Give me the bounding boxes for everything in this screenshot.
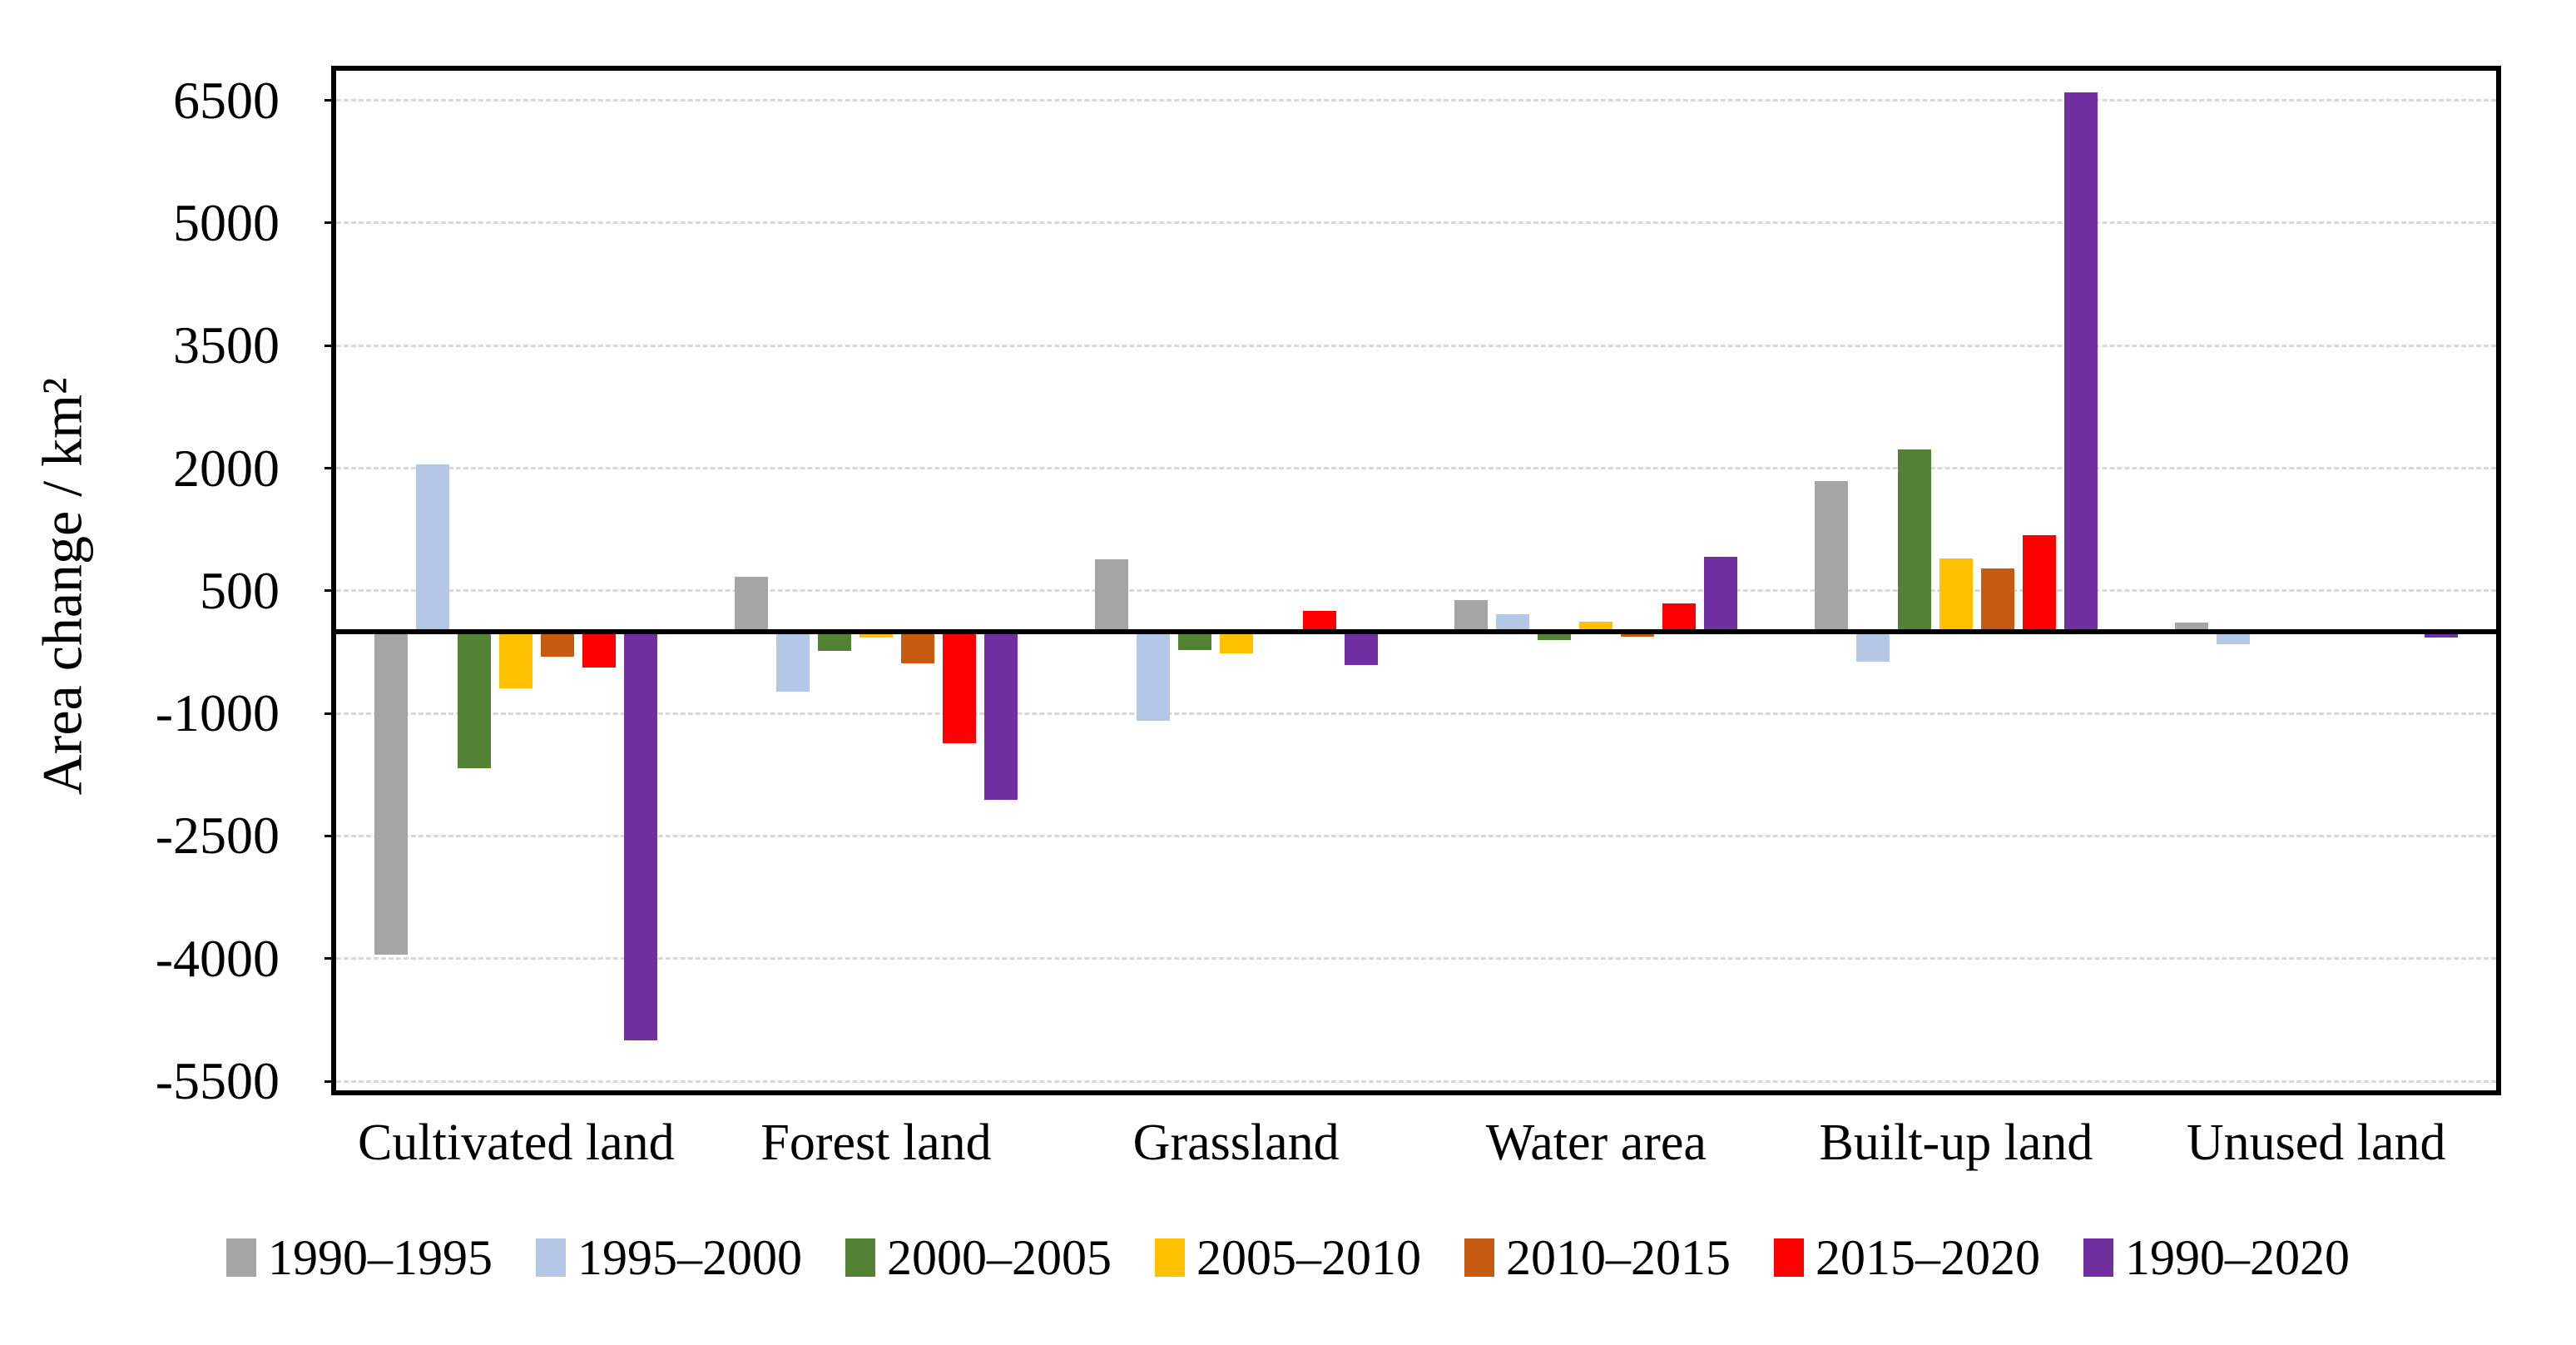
- bar: [818, 631, 851, 651]
- category-label: Unused land: [2186, 1114, 2446, 1171]
- bar: [1981, 568, 2014, 632]
- y-tick-label: 6500: [173, 70, 280, 130]
- bar: [1815, 481, 1848, 632]
- y-tick-label: 500: [200, 560, 280, 620]
- bar: [776, 631, 810, 692]
- legend-item: 1990–2020: [2083, 1230, 2350, 1285]
- category-label: Grassland: [1132, 1114, 1340, 1171]
- plot-area: [331, 66, 2501, 1095]
- legend-item: 1990–1995: [226, 1230, 493, 1285]
- legend-item: 2000–2005: [845, 1230, 1112, 1285]
- legend-swatch: [1155, 1238, 1185, 1277]
- bar: [2064, 92, 2098, 632]
- legend-swatch: [2083, 1238, 2113, 1277]
- y-tick-mark: [324, 344, 336, 347]
- category-label: Cultivated land: [358, 1114, 675, 1171]
- bar: [1939, 558, 1973, 632]
- bar: [2216, 631, 2250, 645]
- zero-baseline: [336, 628, 2496, 634]
- bar: [1538, 631, 1572, 640]
- bar: [1662, 603, 1697, 632]
- gridline: [336, 589, 2496, 593]
- legend-label: 2005–2010: [1196, 1230, 1421, 1285]
- y-tick-mark: [324, 589, 336, 593]
- y-tick-label: 3500: [173, 315, 280, 375]
- bar: [374, 631, 409, 955]
- legend-swatch: [1774, 1238, 1804, 1277]
- y-tick-mark: [324, 834, 336, 837]
- bar: [735, 577, 768, 632]
- legend-label: 1990–2020: [2125, 1230, 2350, 1285]
- bar: [1177, 631, 1211, 650]
- gridline: [336, 1079, 2496, 1083]
- bar: [1579, 621, 1613, 632]
- bar: [901, 631, 934, 664]
- legend-item: 1995–2000: [536, 1230, 802, 1285]
- legend-swatch: [226, 1238, 256, 1277]
- bar: [2174, 623, 2208, 632]
- y-tick-label: -4000: [155, 928, 280, 988]
- legend-label: 2010–2015: [1506, 1230, 1731, 1285]
- category-label: Water area: [1485, 1114, 1707, 1171]
- category-label: Built-up land: [1819, 1114, 2093, 1171]
- bar: [984, 631, 1018, 801]
- y-tick-label: 5000: [173, 192, 280, 252]
- bar: [1344, 631, 1378, 666]
- bar: [1856, 631, 1890, 663]
- legend-label: 2000–2005: [887, 1230, 1112, 1285]
- bar: [1302, 611, 1336, 632]
- gridline: [336, 221, 2496, 225]
- gridline: [336, 99, 2496, 102]
- bar: [859, 631, 893, 638]
- legend-swatch: [1464, 1238, 1494, 1277]
- bar: [1898, 449, 1931, 632]
- y-tick-label: -1000: [155, 683, 280, 743]
- category-label: Forest land: [760, 1114, 992, 1171]
- y-tick-mark: [324, 99, 336, 102]
- y-tick-mark: [324, 712, 336, 715]
- bar: [1219, 631, 1253, 653]
- bar: [582, 631, 617, 668]
- legend-label: 1990–1995: [268, 1230, 493, 1285]
- y-tick-mark: [324, 957, 336, 960]
- gridline: [336, 834, 2496, 837]
- bar: [1496, 614, 1530, 632]
- bar: [1454, 599, 1489, 632]
- legend-item: 2010–2015: [1464, 1230, 1731, 1285]
- gridline: [336, 467, 2496, 470]
- legend-swatch: [845, 1238, 875, 1277]
- y-tick-mark: [324, 221, 336, 225]
- bar: [1136, 631, 1170, 721]
- bar: [499, 631, 533, 688]
- y-tick-mark: [324, 467, 336, 470]
- gridline: [336, 957, 2496, 960]
- gridline: [336, 344, 2496, 347]
- bar: [1704, 556, 1738, 632]
- bar: [458, 631, 492, 768]
- bar: [943, 631, 976, 743]
- legend-label: 2015–2020: [1816, 1230, 2040, 1285]
- y-tick-mark: [324, 1079, 336, 1083]
- gridline: [336, 712, 2496, 715]
- bar: [1094, 558, 1128, 632]
- y-tick-label: 2000: [173, 438, 280, 498]
- y-tick-label: -5500: [155, 1051, 280, 1111]
- bar: [624, 631, 658, 1040]
- y-tick-label: -2500: [155, 806, 280, 866]
- legend-swatch: [536, 1238, 566, 1277]
- legend-item: 2005–2010: [1155, 1230, 1421, 1285]
- legend-item: 2015–2020: [1774, 1230, 2040, 1285]
- legend: 1990–1995 1995–2000 2000–2005 2005–2010 2010…: [0, 1230, 2576, 1285]
- legend-label: 1995–2000: [577, 1230, 802, 1285]
- bar: [2424, 631, 2458, 638]
- bar: [541, 631, 575, 658]
- bar: [416, 464, 450, 632]
- bar: [2023, 535, 2056, 632]
